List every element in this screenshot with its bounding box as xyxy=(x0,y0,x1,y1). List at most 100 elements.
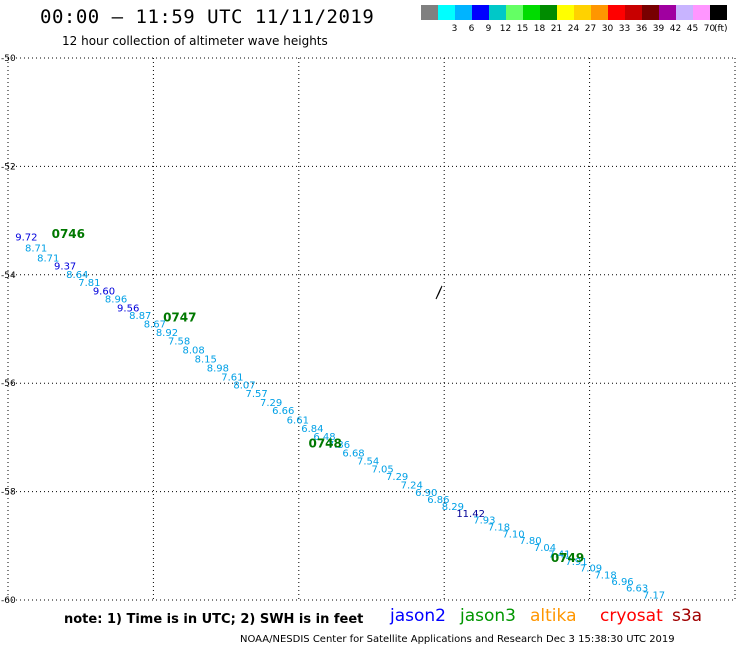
scale-label: 33 xyxy=(618,24,631,34)
page-subtitle: 12 hour collection of altimeter wave hei… xyxy=(62,34,328,48)
lat-tick-label: -52 xyxy=(1,162,16,172)
wave-height-reading: 7.61 xyxy=(221,372,243,383)
wave-height-reading: 6.48 xyxy=(313,432,335,443)
scale-swatch xyxy=(506,5,523,20)
wave-height-reading: 8.87 xyxy=(129,311,151,322)
wave-height-reading: 7.58 xyxy=(168,337,190,348)
wave-height-reading: 7.18 xyxy=(488,523,510,534)
wave-height-reading: 7.81 xyxy=(78,278,100,289)
wave-height-reading: 8.15 xyxy=(195,355,217,366)
scale-swatch xyxy=(693,5,710,20)
scale-swatch xyxy=(710,5,727,20)
page-title: 00:00 – 11:59 UTC 11/11/2019 xyxy=(40,6,375,28)
wave-height-reading: 7.29 xyxy=(386,472,408,483)
wave-height-reading: 8.07 xyxy=(233,381,255,392)
scale-label: 21 xyxy=(550,24,563,34)
lat-tick-label: -60 xyxy=(1,596,16,605)
wave-height-reading: 8.29 xyxy=(442,502,464,513)
scale-swatch xyxy=(574,5,591,20)
scale-swatch xyxy=(659,5,676,20)
scale-swatch xyxy=(591,5,608,20)
lat-tick-label: -50 xyxy=(1,54,16,64)
wave-height-reading: 6.86 xyxy=(427,495,449,506)
wave-height-reading: 9.60 xyxy=(93,286,115,297)
scale-label: 30 xyxy=(601,24,614,34)
scale-swatch xyxy=(438,5,455,20)
island-outline xyxy=(435,285,443,300)
wave-height-reading: 7.91 xyxy=(565,557,587,568)
satellite-legend-item: jason2 xyxy=(390,606,446,626)
wave-height-reading: 7.05 xyxy=(372,465,394,476)
pass-time-label: 0748 xyxy=(308,437,341,451)
scale-label: 18 xyxy=(533,24,546,34)
scale-label: 6 xyxy=(468,24,475,34)
wave-height-reading: 8.96 xyxy=(105,294,127,305)
scale-label: 70 xyxy=(703,24,716,34)
wave-height-reading: 7.36 xyxy=(328,440,350,451)
scale-label: 3 xyxy=(451,24,458,34)
scale-swatch xyxy=(421,5,438,20)
wave-height-reading: 6.90 xyxy=(415,488,437,499)
altimeter-map: 150153156159162165-50-52-54-56-58-609.72… xyxy=(1,54,736,605)
scale-label: 39 xyxy=(652,24,665,34)
scale-swatch xyxy=(523,5,540,20)
satellite-legend-item: altika xyxy=(530,606,577,626)
wave-height-reading: 7.57 xyxy=(245,389,267,400)
pass-time-label: 0749 xyxy=(551,551,584,565)
wave-height-reading: 7.24 xyxy=(401,480,423,491)
scale-swatch xyxy=(608,5,625,20)
wave-height-reading: 6.63 xyxy=(626,583,648,594)
pass-time-label: 0747 xyxy=(163,310,196,324)
wave-height-reading: 8.64 xyxy=(66,270,88,281)
wave-height-reading: 7.54 xyxy=(357,457,379,468)
credits-footer: NOAA/NESDIS Center for Satellite Applica… xyxy=(240,634,675,645)
wave-height-reading: 7.17 xyxy=(643,590,665,601)
scale-label: 12 xyxy=(499,24,512,34)
scale-label: 27 xyxy=(584,24,597,34)
wave-height-reading: 9.37 xyxy=(54,261,76,272)
wave-height-reading: 6.84 xyxy=(301,424,323,435)
satellite-legend-item: jason3 xyxy=(460,606,516,626)
scale-swatch xyxy=(642,5,659,20)
pass-time-label: 0746 xyxy=(52,227,85,241)
wave-height-reading: 8.71 xyxy=(25,243,47,254)
wave-height-reading: 7.93 xyxy=(473,516,495,527)
lat-tick-label: -56 xyxy=(1,379,16,389)
wave-height-reading: 6.68 xyxy=(342,448,364,459)
footnote: note: 1) Time is in UTC; 2) SWH is in fe… xyxy=(64,612,364,627)
wave-height-reading: 7.04 xyxy=(534,543,556,554)
wave-height-reading: 8.67 xyxy=(144,319,166,330)
wave-height-reading: 8.92 xyxy=(156,328,178,339)
scale-swatch xyxy=(625,5,642,20)
scale-swatch xyxy=(557,5,574,20)
wave-height-reading: 7.41 xyxy=(548,550,570,561)
wave-height-reading: 9.72 xyxy=(15,233,37,244)
scale-unit: (ft) xyxy=(714,24,728,34)
wave-height-reading: 6.66 xyxy=(272,406,294,417)
wave-height-reading: 8.08 xyxy=(182,345,204,356)
lat-tick-label: -54 xyxy=(1,271,16,281)
wave-height-reading: 8.98 xyxy=(207,363,229,374)
wave-height-reading: 7.18 xyxy=(594,570,616,581)
scale-label: 36 xyxy=(635,24,648,34)
scale-swatch xyxy=(540,5,557,20)
scale-label: 9 xyxy=(485,24,492,34)
wave-height-reading: 8.71 xyxy=(37,253,59,264)
wave-height-reading: 7.29 xyxy=(260,398,282,409)
wave-height-reading: 7.09 xyxy=(580,563,602,574)
scale-swatch xyxy=(472,5,489,20)
scale-swatch xyxy=(455,5,472,20)
wave-height-reading: 6.61 xyxy=(287,415,309,426)
satellite-legend-item: cryosat xyxy=(600,606,663,626)
scale-swatch xyxy=(489,5,506,20)
lat-tick-label: -58 xyxy=(1,488,16,498)
wave-height-reading: 11.42 xyxy=(456,509,485,520)
scale-swatch xyxy=(676,5,693,20)
wave-height-reading: 6.96 xyxy=(611,577,633,588)
satellite-legend-item: s3a xyxy=(672,606,703,626)
scale-label: 24 xyxy=(567,24,580,34)
scale-label: 42 xyxy=(669,24,682,34)
wave-height-reading: 7.80 xyxy=(519,536,541,547)
scale-label: 15 xyxy=(516,24,529,34)
wave-height-reading: 7.10 xyxy=(502,530,524,541)
